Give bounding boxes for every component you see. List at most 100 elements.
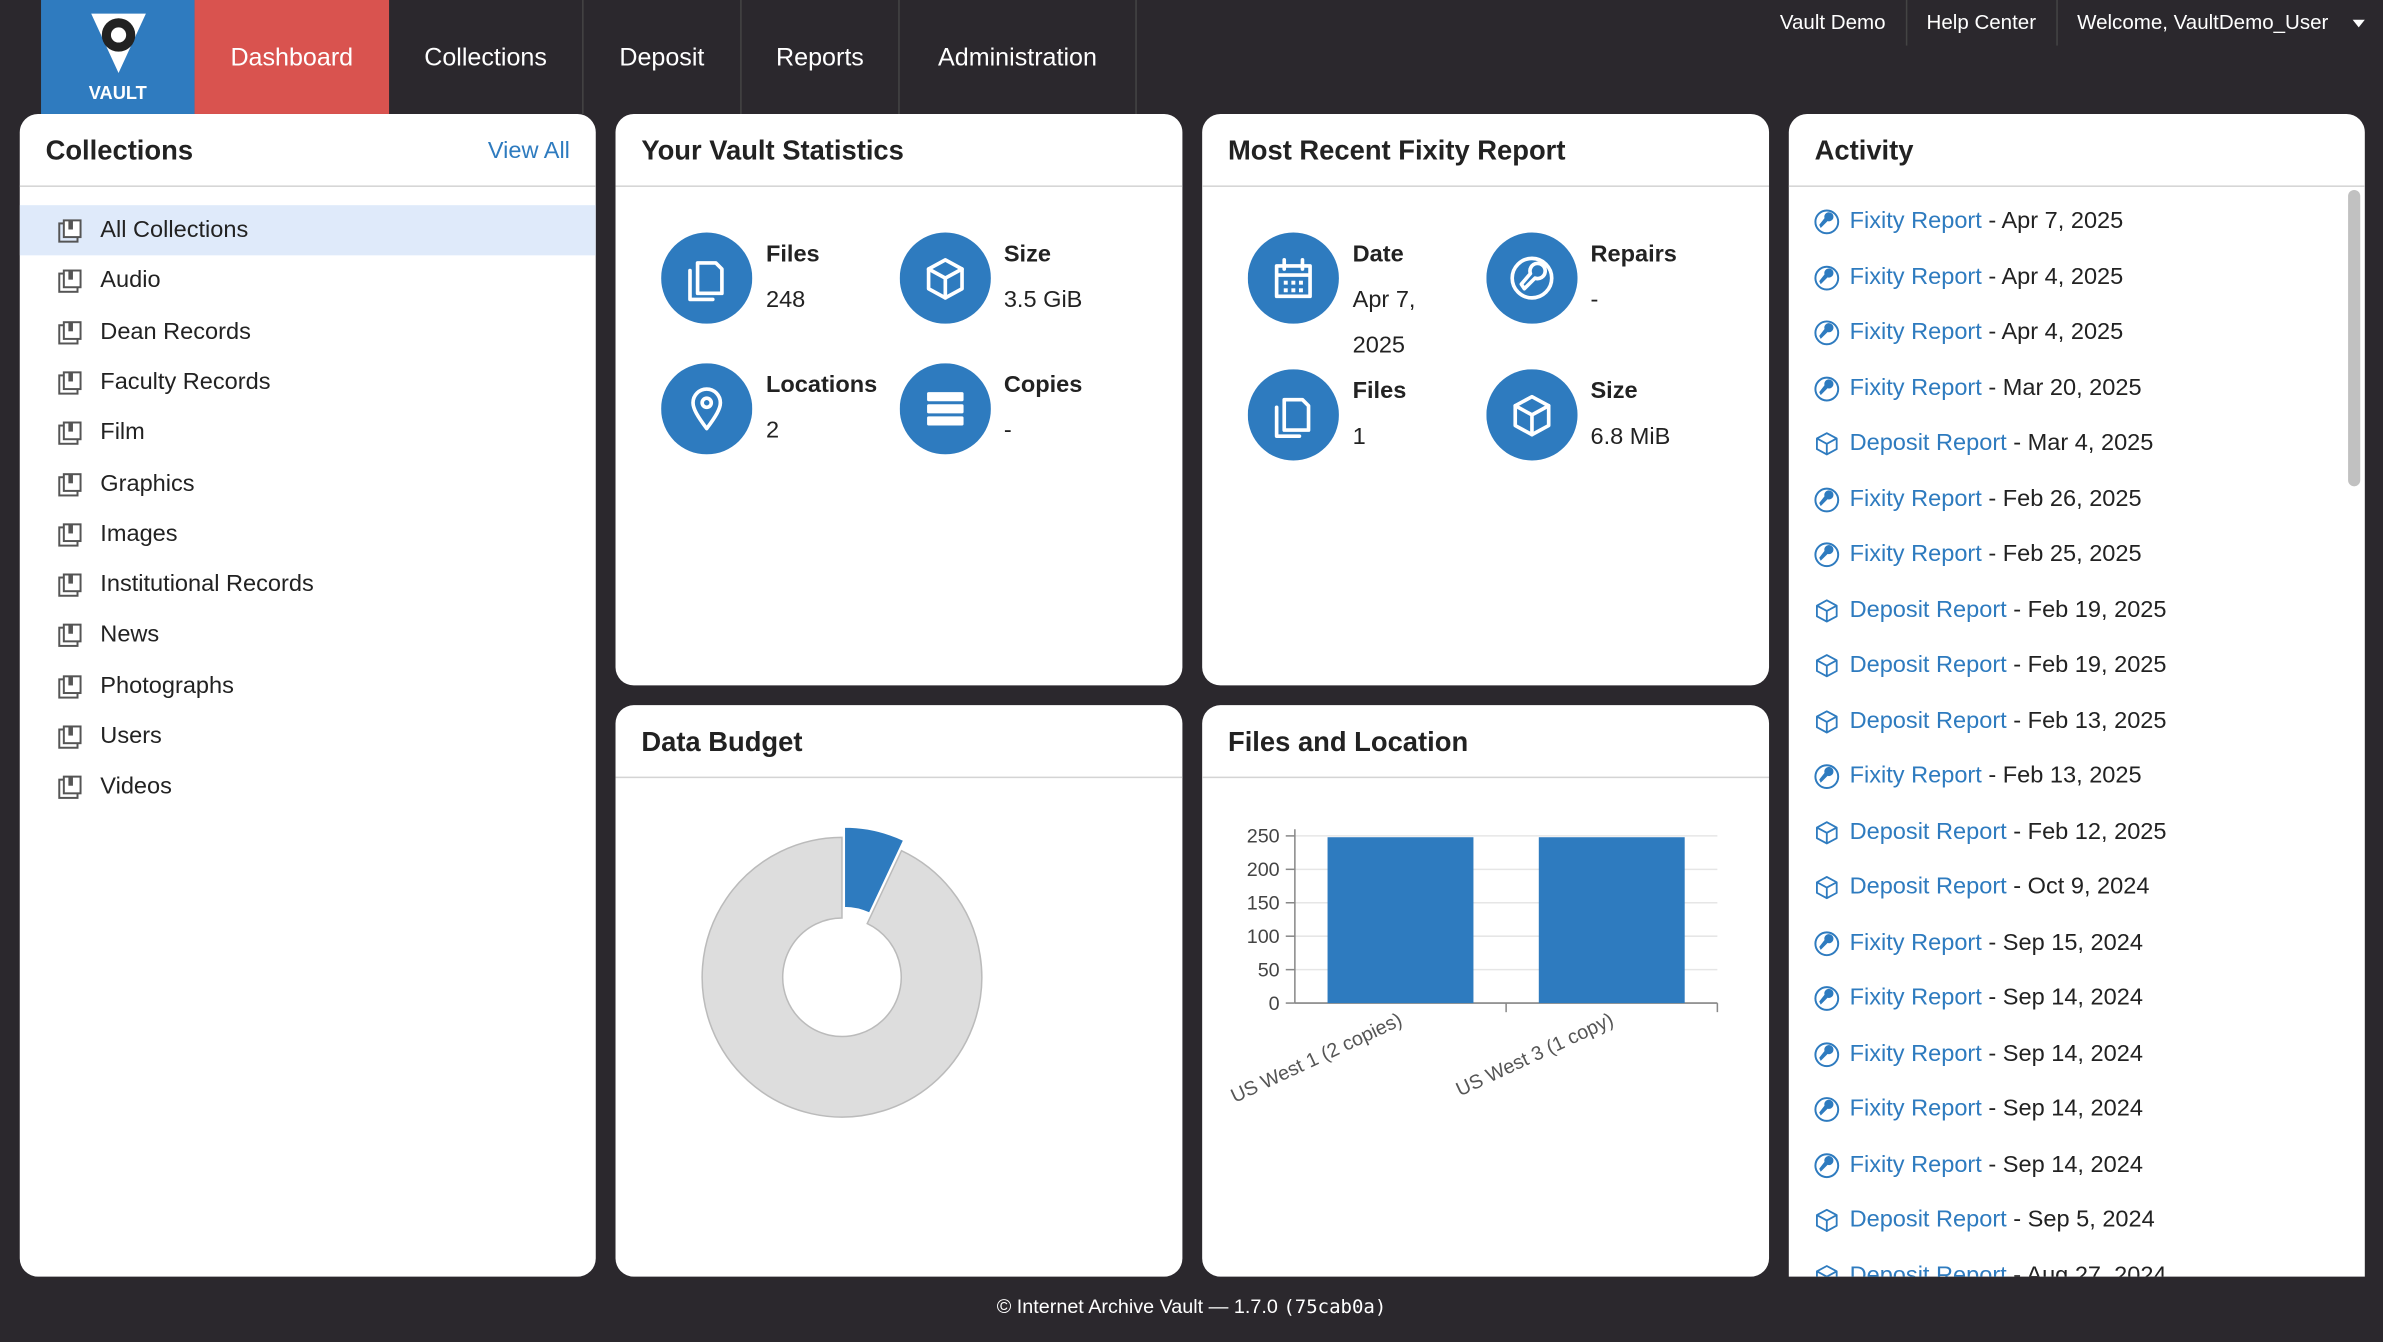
collection-icon (58, 421, 82, 446)
nav-link[interactable]: Help Center (1905, 0, 2056, 46)
activity-link[interactable]: Fixity Report (1849, 1040, 1982, 1067)
activity-link[interactable]: Fixity Report (1849, 541, 1982, 567)
activity-text: Fixity Report - Feb 25, 2025 (1850, 527, 2142, 582)
icon-shape (1816, 598, 1838, 622)
activity-text: Fixity Report - Sep 14, 2024 (1850, 971, 2143, 1026)
activity-icon (1816, 432, 1838, 456)
collection-item[interactable]: Audio (20, 256, 596, 306)
icon-glyph (926, 416, 963, 426)
icon-shape (1816, 1264, 1838, 1277)
nav-link[interactable]: Welcome, VaultDemo_User (2055, 0, 2368, 46)
icon-glyph (695, 261, 724, 296)
activity-link[interactable]: Fixity Report (1849, 485, 1982, 512)
collection-item[interactable]: Users (20, 711, 596, 761)
y-tick-label: 150 (1247, 893, 1280, 915)
activity-link[interactable]: Deposit Report (1849, 651, 2007, 678)
activity-panel: Activity Fixity Report - Apr 7, 2025 Fixi… (1788, 113, 2365, 1277)
activity-date: Apr 7, 2025 (2001, 208, 2124, 235)
activity-link[interactable]: Fixity Report (1849, 263, 1982, 290)
activity-date: Apr 4, 2025 (2001, 319, 2124, 345)
collection-icon (58, 776, 82, 800)
icon-shape (1819, 489, 1834, 506)
activity-separator: - (1981, 1151, 2003, 1178)
bar (1538, 837, 1685, 1004)
activity-link[interactable]: Fixity Report (1849, 1095, 1982, 1122)
icon-shape (68, 422, 73, 432)
nav-tab[interactable]: Dashboard (194, 0, 390, 114)
collection-item[interactable]: Graphics (20, 458, 596, 508)
activity-separator: - (2006, 1262, 2027, 1277)
nav-link[interactable]: Vault Demo (1779, 10, 1886, 34)
icon-shape (1819, 212, 1834, 228)
icon-glyph (926, 392, 963, 402)
nav-tab[interactable]: Collections (389, 0, 584, 114)
activity-link[interactable]: Deposit Report (1849, 596, 2007, 623)
stat-label: Copies (1003, 372, 1083, 399)
collection-name: All Collections (100, 217, 249, 244)
nav-tab[interactable]: Administration (900, 0, 1137, 114)
activity-link[interactable]: Fixity Report (1849, 374, 1982, 401)
icon-shape (1819, 933, 1834, 950)
collection-item[interactable]: Institutional Records (20, 559, 596, 609)
panel-header: Activity (1788, 114, 2365, 187)
activity-separator: - (2006, 707, 2028, 734)
collection-icon (58, 320, 82, 344)
collection-item[interactable]: Film (20, 408, 596, 458)
stat-icon (1247, 369, 1339, 461)
activity-link[interactable]: Fixity Report (1849, 208, 1982, 235)
activity-link[interactable]: Deposit Report (1849, 873, 2007, 900)
activity-separator: - (1981, 263, 2002, 290)
collection-item[interactable]: All Collections (19, 205, 596, 256)
activity-link[interactable]: Deposit Report (1849, 707, 2007, 734)
collection-item[interactable]: Videos (20, 762, 596, 812)
stat-value: 1 (1352, 424, 1366, 450)
activity-link[interactable]: Fixity Report (1849, 1151, 1982, 1178)
collection-name: News (100, 622, 160, 649)
activity-text: Fixity Report - Sep 15, 2024 (1850, 916, 2143, 971)
activity-text: Fixity Report - Apr 4, 2025 (1850, 250, 2124, 305)
collection-item[interactable]: Images (20, 509, 596, 559)
icon-shape (68, 524, 73, 534)
activity-link[interactable]: Fixity Report (1849, 984, 1982, 1011)
activity-link[interactable]: Deposit Report (1849, 430, 2007, 456)
activity-link[interactable]: Fixity Report (1849, 929, 1982, 956)
activity-separator: - (2006, 818, 2028, 845)
activity-date: Mar 20, 2025 (2002, 374, 2142, 401)
activity-link[interactable]: Fixity Report (1849, 319, 1982, 345)
view-all-link[interactable]: View All (487, 138, 570, 165)
activity-icon (1814, 486, 1840, 512)
collection-item[interactable]: Dean Records (20, 306, 596, 356)
collection-item[interactable]: Photographs (20, 661, 596, 711)
icon-shape (1814, 375, 1840, 401)
activity-link[interactable]: Deposit Report (1849, 1206, 2007, 1233)
activity-icon (1816, 654, 1838, 678)
activity-separator: - (1981, 1095, 2003, 1122)
activity-link[interactable]: Deposit Report (1849, 818, 2007, 845)
nav-tab[interactable]: Deposit (584, 0, 742, 114)
activity-text: Deposit Report - Feb 12, 2025 (1850, 805, 2167, 860)
collection-item[interactable]: Faculty Records (20, 357, 596, 407)
activity-icon (1816, 1264, 1838, 1277)
panel-title: Files and Location (1227, 726, 1469, 757)
collection-item[interactable]: News (20, 610, 596, 660)
stat-label: Files (765, 241, 820, 268)
logo[interactable]: VAULT (41, 0, 195, 114)
caret[interactable] (2352, 19, 2365, 28)
collection-icon (58, 269, 82, 294)
activity-date: Feb 13, 2025 (2002, 762, 2142, 789)
scrollbar-thumb[interactable] (2348, 189, 2361, 487)
activity-link[interactable]: Deposit Report (1849, 1262, 2007, 1277)
icon-circle (1485, 232, 1577, 324)
activity-link[interactable]: Fixity Report (1849, 762, 1982, 789)
icon-shape (68, 473, 73, 483)
icon-glyph (1282, 397, 1311, 432)
nav-tab[interactable]: Reports (742, 0, 900, 114)
activity-icon (1816, 876, 1838, 900)
icon-shape (1816, 432, 1838, 456)
donut-chart (701, 826, 983, 1118)
icon-group (1274, 258, 1312, 299)
icon-shape (1814, 986, 1840, 1011)
x-tick-label: US West 1 (2 copies) (1228, 1009, 1406, 1108)
activity-text: Fixity Report - Sep 14, 2024 (1850, 1082, 2143, 1137)
